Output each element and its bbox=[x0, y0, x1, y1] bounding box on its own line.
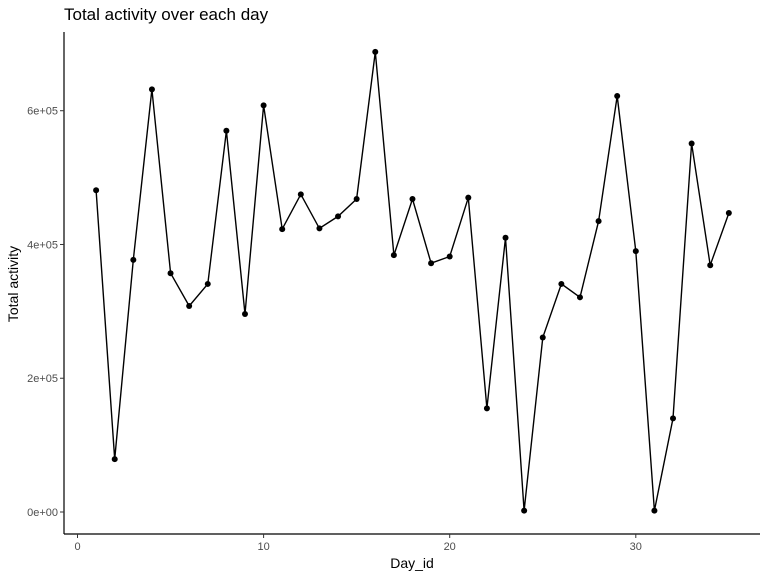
data-point bbox=[372, 48, 379, 55]
chart-title: Total activity over each day bbox=[64, 5, 269, 24]
data-point bbox=[502, 234, 509, 241]
data-point bbox=[223, 127, 230, 134]
data-point bbox=[130, 256, 137, 263]
data-point bbox=[279, 226, 286, 233]
data-point bbox=[483, 405, 490, 412]
data-point bbox=[260, 102, 267, 109]
data-point bbox=[446, 253, 453, 260]
data-point bbox=[539, 334, 546, 341]
data-point bbox=[707, 262, 714, 269]
data-point bbox=[390, 252, 397, 259]
data-point bbox=[670, 415, 677, 422]
y-axis-title: Total activity bbox=[5, 246, 21, 322]
data-point bbox=[409, 196, 416, 203]
data-point bbox=[595, 218, 602, 225]
data-point bbox=[651, 507, 658, 514]
data-point bbox=[316, 225, 323, 232]
data-point bbox=[576, 294, 583, 301]
y-tick-label: 0e+00 bbox=[27, 507, 58, 519]
data-point bbox=[558, 280, 565, 287]
data-point bbox=[688, 140, 695, 147]
y-tick-label: 2e+05 bbox=[27, 373, 58, 385]
x-tick-label: 10 bbox=[257, 541, 269, 553]
data-point bbox=[167, 270, 174, 277]
data-point bbox=[111, 456, 118, 463]
x-axis-ticks: 0 10 20 30 bbox=[74, 534, 642, 553]
data-point bbox=[428, 260, 435, 267]
series-layer bbox=[93, 48, 732, 514]
data-point bbox=[297, 191, 304, 198]
x-tick-label: 20 bbox=[444, 541, 456, 553]
data-point bbox=[93, 187, 100, 194]
data-point bbox=[614, 93, 621, 100]
data-point bbox=[204, 280, 211, 287]
data-point bbox=[521, 507, 528, 514]
series-line bbox=[95, 51, 730, 511]
data-point bbox=[725, 210, 732, 217]
data-point bbox=[353, 196, 360, 203]
data-point bbox=[632, 248, 639, 255]
y-axis-ticks: 0e+00 2e+05 4e+05 6e+05 bbox=[27, 106, 64, 519]
data-point bbox=[241, 311, 248, 318]
y-tick-label: 6e+05 bbox=[27, 106, 58, 118]
x-axis-title: Day_id bbox=[390, 555, 434, 571]
data-point bbox=[148, 86, 155, 93]
x-tick-label: 30 bbox=[630, 541, 642, 553]
data-point bbox=[335, 213, 342, 220]
data-point bbox=[186, 303, 193, 310]
x-tick-label: 0 bbox=[74, 541, 80, 553]
y-tick-label: 4e+05 bbox=[27, 239, 58, 251]
data-point bbox=[465, 194, 472, 201]
